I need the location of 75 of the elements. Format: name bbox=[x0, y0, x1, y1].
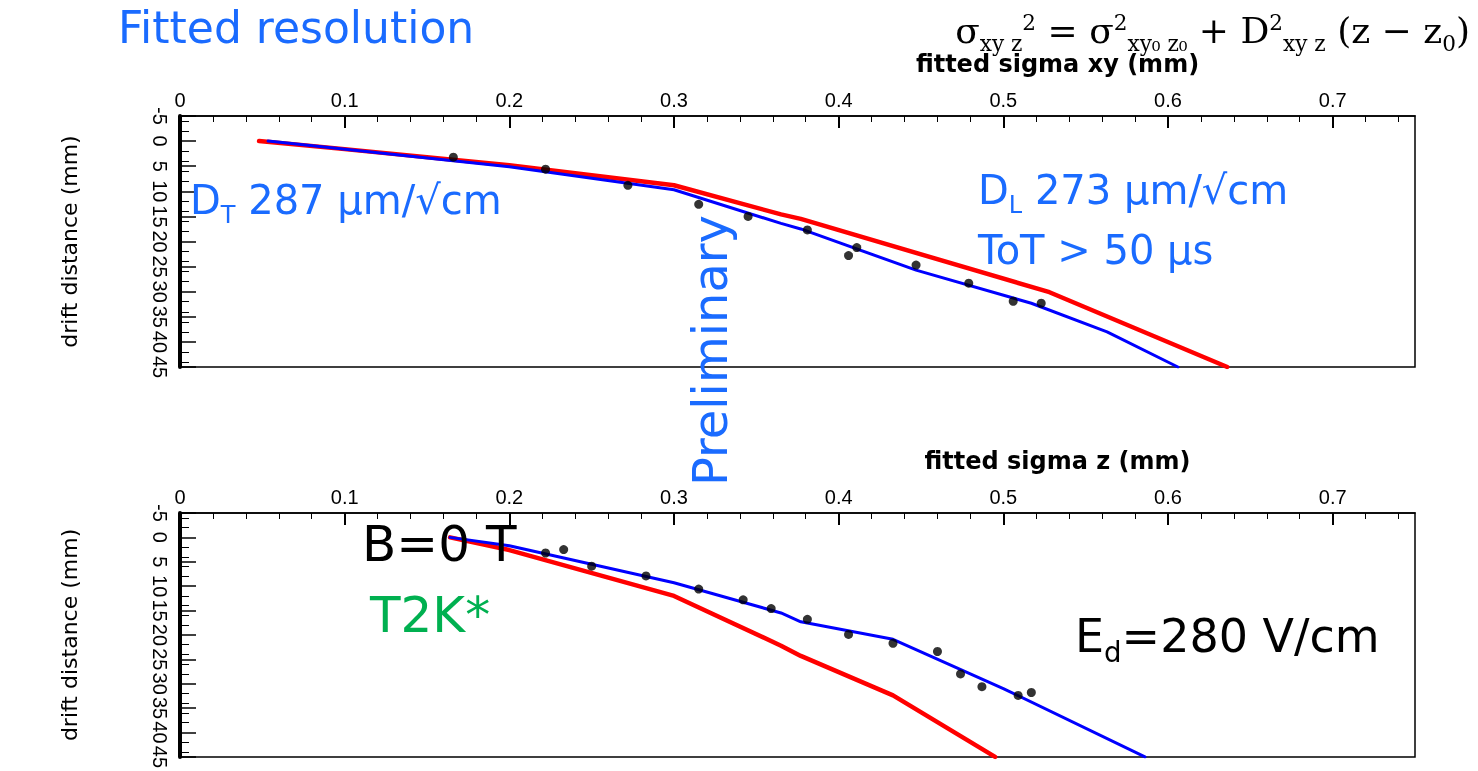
point bbox=[1026, 688, 1036, 697]
y-tick-label: 10 bbox=[149, 575, 171, 598]
x-tick-label: 0.3 bbox=[660, 89, 688, 111]
x-tick-label: 0 bbox=[174, 89, 186, 111]
point bbox=[766, 604, 776, 614]
y-tick-label: 40 bbox=[149, 330, 171, 354]
point bbox=[738, 595, 748, 605]
y-axis-title: drift distance (mm) bbox=[56, 528, 82, 742]
point bbox=[541, 164, 551, 174]
point bbox=[623, 180, 633, 190]
y-tick-label: 45 bbox=[149, 745, 171, 768]
y-tick-label: 0 bbox=[149, 531, 171, 543]
point bbox=[888, 638, 898, 648]
x-tick-label: 0.2 bbox=[495, 89, 524, 111]
point bbox=[694, 584, 704, 594]
x-tick-label: 0.6 bbox=[1154, 89, 1182, 111]
x-tick-label: 0.5 bbox=[989, 486, 1018, 508]
x-tick-label: 0.6 bbox=[1154, 486, 1182, 508]
x-tick-label: 0.1 bbox=[330, 486, 359, 508]
point bbox=[844, 251, 854, 261]
point bbox=[587, 561, 597, 571]
x-tick-label: 0.4 bbox=[824, 486, 853, 508]
x-tick-label: 0.5 bbox=[989, 89, 1018, 111]
y-tick-label: 0 bbox=[149, 135, 171, 147]
y-tick-label: 25 bbox=[149, 255, 171, 278]
point bbox=[1013, 690, 1023, 700]
y-tick-label: 15 bbox=[149, 205, 171, 228]
point bbox=[694, 199, 704, 209]
y-tick-label: 20 bbox=[149, 230, 171, 253]
point bbox=[541, 548, 551, 558]
y-tick-label: -5 bbox=[149, 107, 171, 125]
y-tick-label: 30 bbox=[149, 280, 171, 303]
annotation: D$_{T}$ 287 μm/√cm bbox=[190, 177, 502, 229]
x-tick-label: 0.7 bbox=[1318, 486, 1347, 508]
point bbox=[448, 152, 458, 162]
point bbox=[956, 669, 966, 679]
point bbox=[977, 682, 987, 692]
point bbox=[911, 260, 921, 270]
point bbox=[802, 614, 812, 624]
y-tick-label: 10 bbox=[149, 180, 171, 203]
x-tick-label: 0.4 bbox=[824, 89, 853, 111]
point bbox=[641, 571, 651, 581]
y-axis-title: drift distance (mm) bbox=[56, 135, 82, 348]
chart-title: Fitted resolution bbox=[118, 2, 475, 53]
point bbox=[743, 211, 753, 221]
annotation: Preliminary bbox=[682, 215, 738, 487]
x-tick-label: 0.3 bbox=[660, 486, 688, 508]
point bbox=[844, 629, 854, 639]
y-tick-label: 5 bbox=[149, 160, 171, 172]
x-tick-label: 0 bbox=[174, 486, 186, 508]
y-tick-label: 45 bbox=[149, 355, 171, 379]
y-tick-label: 5 bbox=[149, 556, 171, 568]
y-tick-label: 35 bbox=[149, 305, 171, 328]
x-tick-label: 0.2 bbox=[495, 486, 524, 508]
point bbox=[964, 278, 974, 288]
y-tick-label: 15 bbox=[149, 599, 171, 622]
annotation: D$_{L}$ 273 μm/√cm bbox=[978, 167, 1289, 219]
y-tick-label: 20 bbox=[149, 623, 171, 647]
point bbox=[1008, 296, 1018, 306]
annotation: E$_{d}$=280 V/cm bbox=[1075, 609, 1380, 670]
point bbox=[802, 225, 812, 235]
y-tick-label: -5 bbox=[149, 504, 171, 522]
y-tick-label: 35 bbox=[149, 696, 171, 720]
x-tick-label: 0.7 bbox=[1318, 89, 1347, 111]
annotation: ToT > 50 μs bbox=[978, 227, 1214, 273]
point bbox=[932, 647, 942, 657]
x-axis-title: fitted sigma z (mm) bbox=[924, 447, 1191, 475]
x-tick-label: 0.1 bbox=[330, 89, 359, 111]
y-tick-label: 40 bbox=[149, 721, 171, 744]
annotation: T2K* bbox=[370, 586, 491, 644]
point bbox=[559, 545, 569, 555]
y-tick-label: 25 bbox=[149, 648, 171, 671]
y-tick-label: 30 bbox=[149, 672, 171, 695]
point bbox=[1036, 298, 1046, 308]
point bbox=[852, 243, 862, 253]
